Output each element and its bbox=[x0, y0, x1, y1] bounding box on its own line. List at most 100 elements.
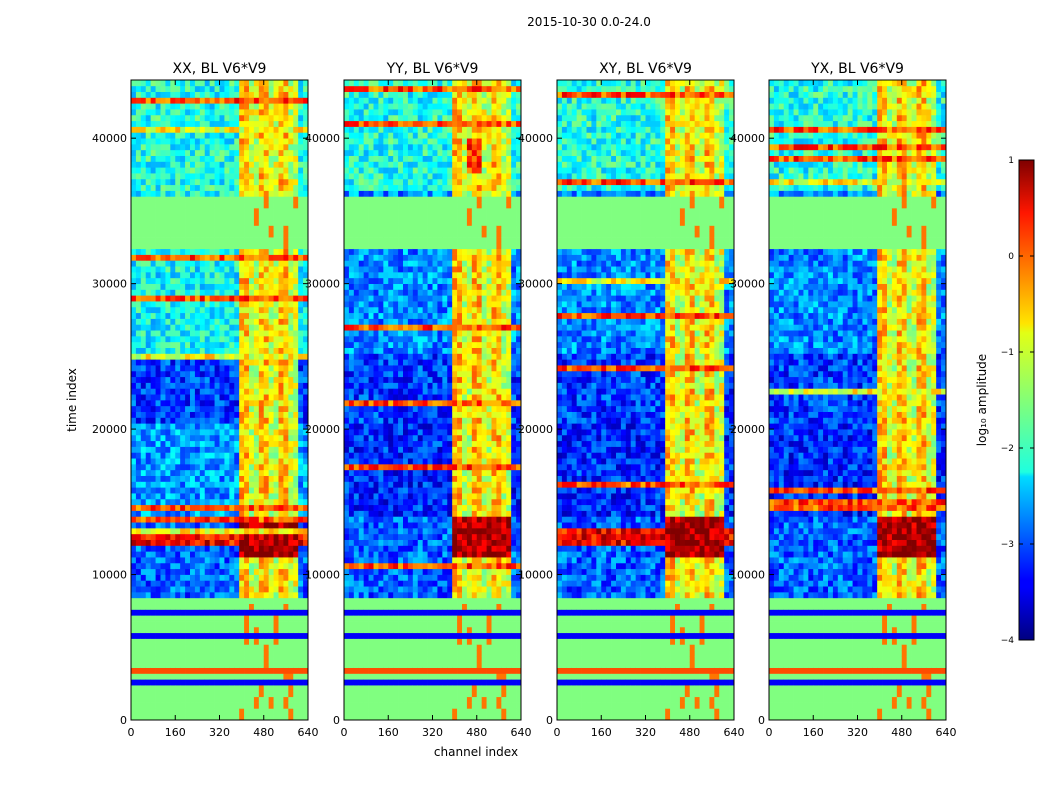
heatmap-cell bbox=[363, 80, 369, 87]
heatmap-cell bbox=[214, 609, 220, 616]
heatmap-cell bbox=[204, 80, 211, 87]
heatmap-cell bbox=[358, 295, 365, 302]
heatmap-cell bbox=[298, 237, 304, 244]
heatmap-cell bbox=[258, 347, 265, 354]
heatmap-cell bbox=[165, 114, 171, 122]
heatmap-cell bbox=[303, 487, 309, 494]
heatmap-cell bbox=[373, 324, 379, 331]
heatmap-cell bbox=[263, 574, 270, 581]
heatmap-cell bbox=[160, 458, 166, 465]
heatmap-cell bbox=[363, 533, 369, 540]
heatmap-cell bbox=[204, 702, 211, 709]
heatmap-cell bbox=[253, 498, 260, 506]
heatmap-cell bbox=[214, 615, 220, 622]
heatmap-cell bbox=[170, 85, 176, 92]
heatmap-cell bbox=[180, 679, 186, 686]
heatmap-cell bbox=[249, 289, 255, 296]
heatmap-cell bbox=[263, 272, 270, 279]
heatmap-cell bbox=[204, 359, 211, 366]
heatmap-cell bbox=[303, 417, 309, 424]
heatmap-cell bbox=[353, 155, 360, 162]
heatmap-cell bbox=[165, 341, 171, 348]
heatmap-cell bbox=[298, 260, 304, 267]
heatmap-cell bbox=[234, 341, 240, 348]
heatmap-cell bbox=[199, 336, 206, 343]
heatmap-cell bbox=[190, 562, 196, 570]
heatmap-cell bbox=[344, 242, 350, 250]
heatmap-cell bbox=[278, 196, 284, 203]
heatmap-cell bbox=[180, 353, 186, 360]
heatmap-cell bbox=[219, 539, 225, 546]
heatmap-cell bbox=[170, 126, 176, 133]
heatmap-cell bbox=[155, 696, 161, 703]
heatmap-cell bbox=[199, 126, 206, 133]
heatmap-cell bbox=[185, 190, 191, 197]
heatmap-cell bbox=[378, 173, 384, 180]
heatmap-cell bbox=[229, 673, 235, 680]
heatmap-cell bbox=[253, 475, 260, 482]
heatmap-cell bbox=[194, 97, 201, 104]
heatmap-cell bbox=[268, 708, 274, 715]
heatmap-cell bbox=[253, 266, 260, 273]
heatmap-cell bbox=[160, 97, 166, 104]
heatmap-cell bbox=[373, 190, 379, 197]
heatmap-cell bbox=[214, 528, 220, 535]
heatmap-cell bbox=[298, 464, 304, 471]
heatmap-cell bbox=[180, 155, 186, 162]
heatmap-cell bbox=[273, 673, 279, 680]
heatmap-cell bbox=[283, 405, 289, 412]
heatmap-cell bbox=[244, 481, 250, 488]
heatmap-cell bbox=[353, 144, 360, 151]
heatmap-cell bbox=[145, 242, 152, 250]
heatmap-cell bbox=[204, 103, 211, 110]
heatmap-cell bbox=[155, 400, 161, 407]
heatmap-cell bbox=[209, 446, 215, 453]
heatmap-cell bbox=[175, 376, 181, 383]
heatmap-cell bbox=[160, 592, 166, 599]
heatmap-cell bbox=[353, 690, 360, 698]
heatmap-cell bbox=[363, 138, 369, 145]
heatmap-cell bbox=[283, 539, 289, 546]
heatmap-cell bbox=[253, 673, 260, 680]
heatmap-cell bbox=[263, 661, 270, 668]
heatmap-cell bbox=[175, 498, 181, 506]
heatmap-cell bbox=[268, 615, 274, 622]
heatmap-cell bbox=[378, 242, 384, 250]
heatmap-cell bbox=[293, 242, 299, 250]
heatmap-cell bbox=[155, 650, 161, 657]
heatmap-cell bbox=[180, 562, 186, 570]
heatmap-cell bbox=[175, 126, 181, 133]
heatmap-cell bbox=[155, 97, 161, 104]
heatmap-cell bbox=[150, 539, 156, 546]
heatmap-cell bbox=[268, 632, 274, 639]
heatmap-cell bbox=[348, 603, 355, 610]
heatmap-cell bbox=[180, 661, 186, 668]
heatmap-cell bbox=[378, 423, 384, 430]
heatmap-cell bbox=[263, 225, 270, 232]
heatmap-cell bbox=[373, 621, 379, 628]
heatmap-cell bbox=[344, 155, 350, 162]
heatmap-cell bbox=[363, 382, 369, 389]
heatmap-cell bbox=[155, 370, 161, 378]
heatmap-cell bbox=[268, 522, 274, 529]
heatmap-cell bbox=[258, 586, 265, 593]
heatmap-cell bbox=[170, 161, 176, 168]
heatmap-cell bbox=[263, 266, 270, 273]
heatmap-cell bbox=[298, 359, 304, 366]
heatmap-cell bbox=[268, 690, 274, 698]
heatmap-cell bbox=[180, 132, 186, 139]
heatmap-cell bbox=[268, 679, 274, 686]
heatmap-cell bbox=[145, 341, 152, 348]
heatmap-cell bbox=[150, 661, 156, 668]
heatmap-cell bbox=[263, 242, 270, 250]
heatmap-cell bbox=[194, 429, 201, 436]
heatmap-cell bbox=[239, 132, 245, 139]
heatmap-cell bbox=[244, 621, 250, 628]
heatmap-cell bbox=[244, 126, 250, 133]
heatmap-cell bbox=[180, 656, 186, 663]
heatmap-cell bbox=[258, 114, 265, 122]
heatmap-cell bbox=[358, 650, 365, 657]
heatmap-cell bbox=[165, 208, 171, 215]
heatmap-cell bbox=[135, 429, 142, 436]
heatmap-cell bbox=[180, 551, 186, 558]
